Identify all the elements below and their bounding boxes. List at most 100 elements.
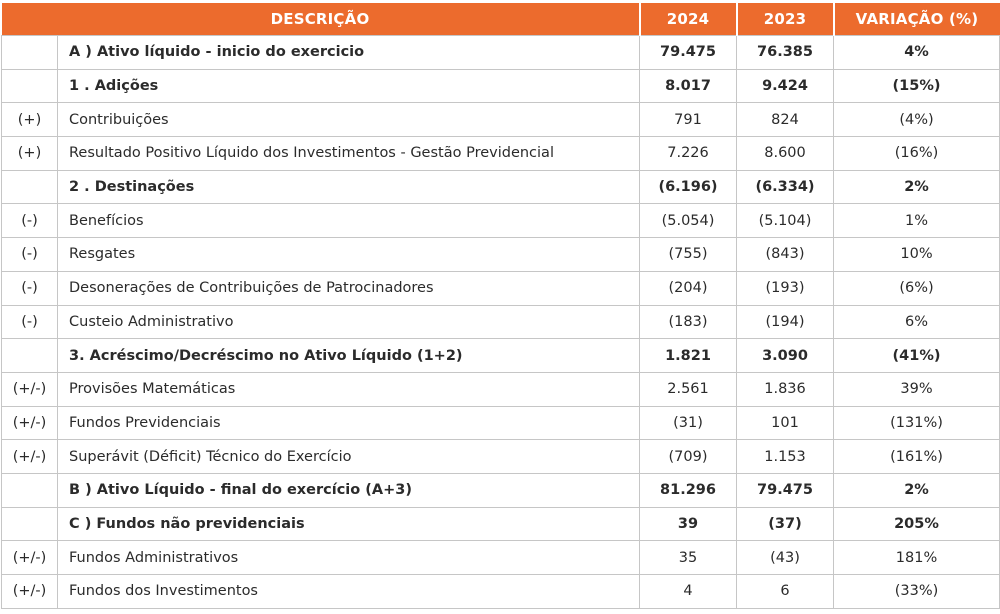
row-description: 2 . Destinações (57, 169, 640, 205)
table-row: (+) Contribuições 791 824 (4%) (1, 102, 1000, 138)
row-value-2023: 6 (736, 574, 834, 609)
row-sign: (+/-) (1, 371, 58, 407)
row-variation: (4%) (833, 102, 1000, 138)
row-sign (1, 338, 58, 373)
table-header-row: DESCRIÇÃO 2024 2023 VARIAÇÃO (%) (1, 3, 1000, 36)
row-value-2023: 824 (736, 102, 834, 138)
row-variation: 1% (833, 203, 1000, 239)
row-value-2023: (6.334) (736, 169, 834, 205)
table-row: (+/-) Superávit (Déficit) Técnico do Exer… (1, 439, 1000, 474)
row-value-2024: (6.196) (639, 169, 737, 205)
row-value-2023: 101 (736, 405, 834, 441)
table-row: (+) Resultado Positivo Líquido dos Invest… (1, 136, 1000, 171)
row-description: Provisões Matemáticas (57, 371, 640, 407)
header-descricao: DESCRIÇÃO (1, 3, 641, 36)
table-row: 3. Acréscimo/Decréscimo no Ativo Líquido… (1, 338, 1000, 373)
row-value-2024: (31) (639, 405, 737, 441)
table-row: (+/-) Fundos Administrativos 35 (43) 181% (1, 540, 1000, 575)
row-variation: 6% (833, 304, 1000, 340)
row-sign (1, 472, 58, 508)
row-value-2023: (5.104) (736, 203, 834, 239)
row-variation: 181% (833, 540, 1000, 575)
row-value-2023: 8.600 (736, 136, 834, 171)
row-value-2023: 3.090 (736, 338, 834, 373)
row-variation: (41%) (833, 338, 1000, 373)
row-value-2024: (755) (639, 237, 737, 272)
table-row: 2 . Destinações (6.196) (6.334) 2% (1, 169, 1000, 205)
row-value-2024: 8.017 (639, 68, 737, 104)
row-description: Superávit (Déficit) Técnico do Exercício (57, 439, 640, 474)
row-value-2024: 1.821 (639, 338, 737, 373)
row-variation: 10% (833, 237, 1000, 272)
row-value-2023: (194) (736, 304, 834, 340)
row-value-2024: 7.226 (639, 136, 737, 171)
row-sign: (+/-) (1, 540, 58, 575)
financial-statement-table: DESCRIÇÃO 2024 2023 VARIAÇÃO (%) A ) Ati… (1, 3, 1000, 609)
row-value-2024: (709) (639, 439, 737, 474)
row-description: Benefícios (57, 203, 640, 239)
row-value-2024: 39 (639, 506, 737, 542)
row-value-2023: (37) (736, 506, 834, 542)
row-value-2024: 79.475 (639, 35, 737, 70)
row-value-2023: (43) (736, 540, 834, 575)
row-variation: (16%) (833, 136, 1000, 171)
table-row: (+/-) Fundos dos Investimentos 4 6 (33%) (1, 574, 1000, 609)
row-description: B ) Ativo Líquido - final do exercício (… (57, 472, 640, 508)
table-row: (+/-) Provisões Matemáticas 2.561 1.836 39% (1, 371, 1000, 407)
row-sign: (+) (1, 136, 58, 171)
row-value-2023: 79.475 (736, 472, 834, 508)
row-sign: (-) (1, 237, 58, 272)
table-row: C ) Fundos não previdenciais 39 (37) 205% (1, 506, 1000, 542)
row-description: Resgates (57, 237, 640, 272)
row-sign: (+/-) (1, 574, 58, 609)
row-value-2023: 76.385 (736, 35, 834, 70)
row-sign (1, 169, 58, 205)
table-row: 1 . Adições 8.017 9.424 (15%) (1, 68, 1000, 104)
row-value-2024: 4 (639, 574, 737, 609)
row-value-2023: (843) (736, 237, 834, 272)
row-variation: 205% (833, 506, 1000, 542)
row-description: C ) Fundos não previdenciais (57, 506, 640, 542)
row-sign (1, 506, 58, 542)
row-value-2024: 35 (639, 540, 737, 575)
row-description: Custeio Administrativo (57, 304, 640, 340)
row-sign (1, 68, 58, 104)
header-variacao: VARIAÇÃO (%) (833, 3, 1000, 36)
row-sign: (+/-) (1, 405, 58, 441)
row-value-2024: (204) (639, 270, 737, 306)
table-row: (-) Desonerações de Contribuições de Patr… (1, 270, 1000, 306)
table-row: (-) Resgates (755) (843) 10% (1, 237, 1000, 272)
table-row: A ) Ativo líquido - inicio do exercicio 7… (1, 35, 1000, 70)
row-description: 3. Acréscimo/Decréscimo no Ativo Líquido… (57, 338, 640, 373)
row-sign: (+) (1, 102, 58, 138)
table-row: (-) Benefícios (5.054) (5.104) 1% (1, 203, 1000, 239)
header-2023: 2023 (736, 3, 835, 36)
row-sign: (-) (1, 270, 58, 306)
row-description: Fundos Previdenciais (57, 405, 640, 441)
row-description: Contribuições (57, 102, 640, 138)
row-sign: (+/-) (1, 439, 58, 474)
row-value-2023: 1.836 (736, 371, 834, 407)
row-description: A ) Ativo líquido - inicio do exercicio (57, 35, 640, 70)
row-variation: (15%) (833, 68, 1000, 104)
row-variation: 4% (833, 35, 1000, 70)
row-variation: (33%) (833, 574, 1000, 609)
row-value-2024: (5.054) (639, 203, 737, 239)
row-value-2024: 791 (639, 102, 737, 138)
header-2024: 2024 (639, 3, 738, 36)
row-value-2023: 1.153 (736, 439, 834, 474)
row-value-2023: 9.424 (736, 68, 834, 104)
row-value-2024: 2.561 (639, 371, 737, 407)
row-variation: (131%) (833, 405, 1000, 441)
row-variation: 39% (833, 371, 1000, 407)
row-variation: (6%) (833, 270, 1000, 306)
row-value-2024: 81.296 (639, 472, 737, 508)
row-variation: (161%) (833, 439, 1000, 474)
table-row: (-) Custeio Administrativo (183) (194) 6% (1, 304, 1000, 340)
row-sign (1, 35, 58, 70)
row-variation: 2% (833, 472, 1000, 508)
row-value-2023: (193) (736, 270, 834, 306)
table-row: (+/-) Fundos Previdenciais (31) 101 (131%) (1, 405, 1000, 441)
table-row: B ) Ativo Líquido - final do exercício (… (1, 472, 1000, 508)
row-sign: (-) (1, 203, 58, 239)
